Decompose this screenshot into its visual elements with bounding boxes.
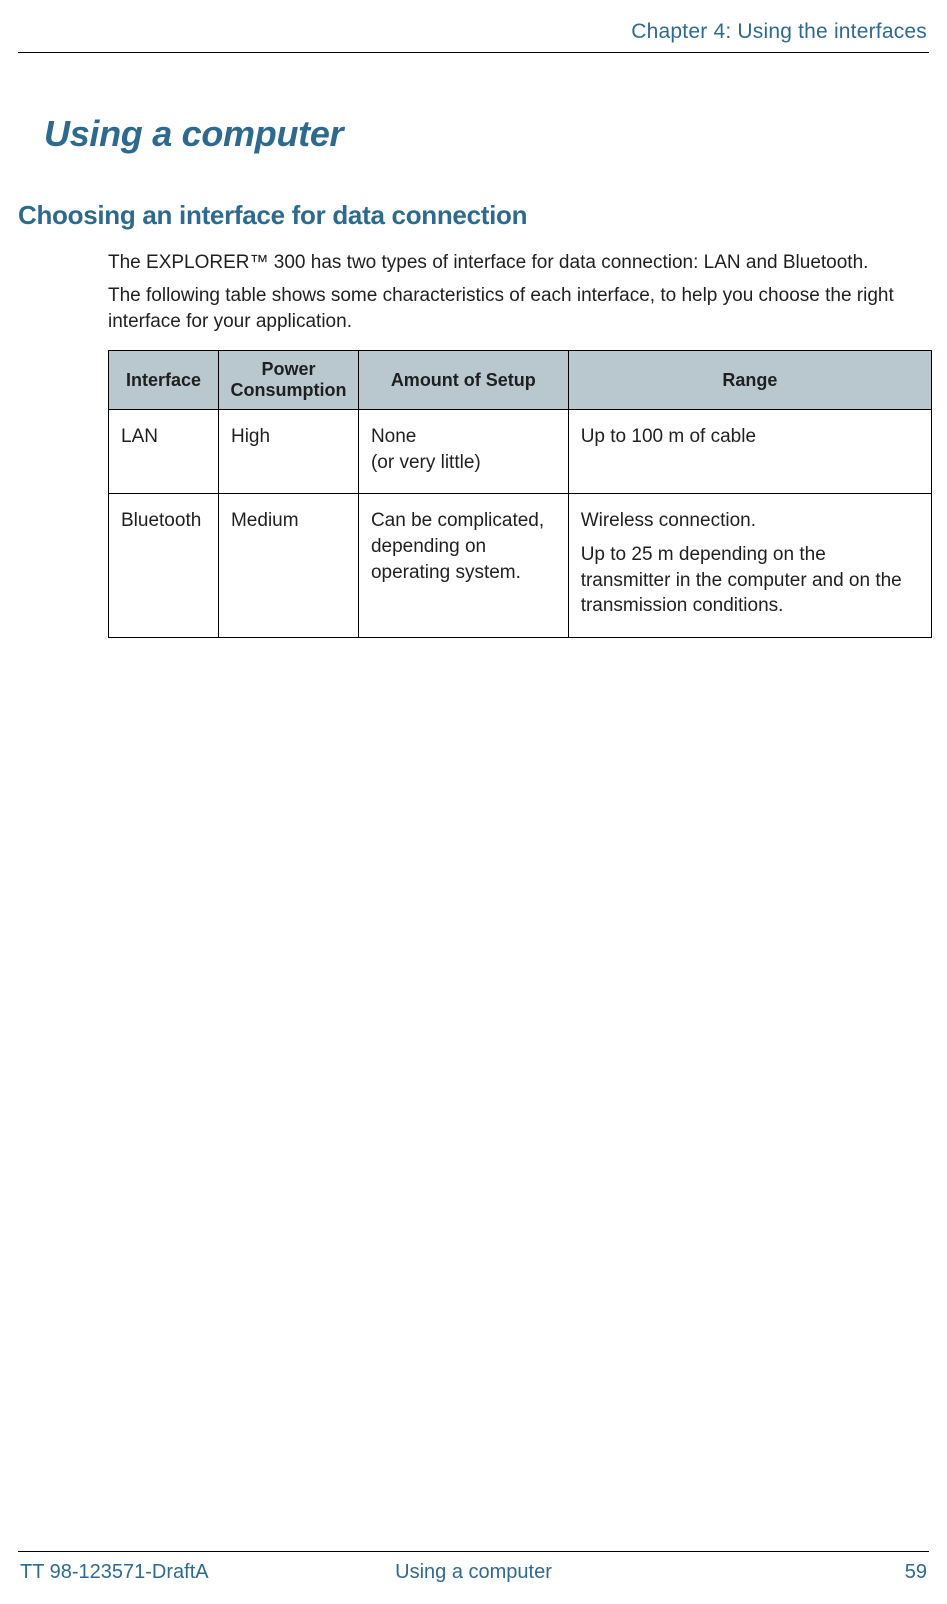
cell-range: Up to 100 m of cable [568, 410, 931, 494]
header-rule [18, 52, 929, 53]
th-setup: Amount of Setup [358, 351, 568, 410]
subsection-title: Choosing an interface for data connectio… [18, 200, 527, 231]
footer-section-name: Using a computer [0, 1561, 947, 1584]
body-paragraph-2: The following table shows some character… [108, 283, 929, 334]
th-power: Power Consumption [218, 351, 358, 410]
chapter-label: Chapter 4: Using the interfaces [631, 20, 927, 44]
table-header-row: Interface Power Consumption Amount of Se… [109, 351, 932, 410]
cell-setup-line1: None [371, 424, 556, 450]
footer-page-number: 59 [905, 1561, 927, 1584]
table-row: LAN High None (or very little) Up to 100… [109, 410, 932, 494]
cell-range-line1: Up to 100 m of cable [581, 424, 919, 450]
cell-power: High [218, 410, 358, 494]
footer-rule [18, 1551, 929, 1552]
cell-interface: LAN [109, 410, 219, 494]
cell-setup: None (or very little) [358, 410, 568, 494]
section-title: Using a computer [44, 113, 343, 155]
interface-comparison-table: Interface Power Consumption Amount of Se… [108, 350, 932, 638]
cell-range-line1: Wireless connection. [581, 508, 919, 534]
cell-interface: Bluetooth [109, 494, 219, 638]
body-paragraph-1: The EXPLORER™ 300 has two types of inter… [108, 250, 929, 276]
cell-setup-line1: Can be complicated, depending on operati… [371, 508, 556, 585]
cell-setup-line2: (or very little) [371, 450, 556, 476]
th-interface: Interface [109, 351, 219, 410]
table-row: Bluetooth Medium Can be complicated, dep… [109, 494, 932, 638]
cell-power: Medium [218, 494, 358, 638]
document-page: Chapter 4: Using the interfaces Using a … [0, 0, 947, 1604]
th-range: Range [568, 351, 931, 410]
cell-range: Wireless connection. Up to 25 m dependin… [568, 494, 931, 638]
cell-range-line2: Up to 25 m depending on the transmitter … [581, 542, 919, 619]
cell-setup: Can be complicated, depending on operati… [358, 494, 568, 638]
